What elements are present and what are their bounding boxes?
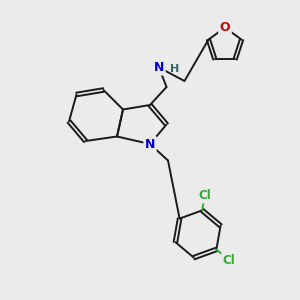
Text: Cl: Cl — [223, 254, 236, 266]
Text: Cl: Cl — [198, 189, 211, 202]
Text: N: N — [145, 137, 155, 151]
Text: O: O — [220, 21, 230, 34]
Text: H: H — [170, 64, 180, 74]
Text: N: N — [154, 61, 164, 74]
